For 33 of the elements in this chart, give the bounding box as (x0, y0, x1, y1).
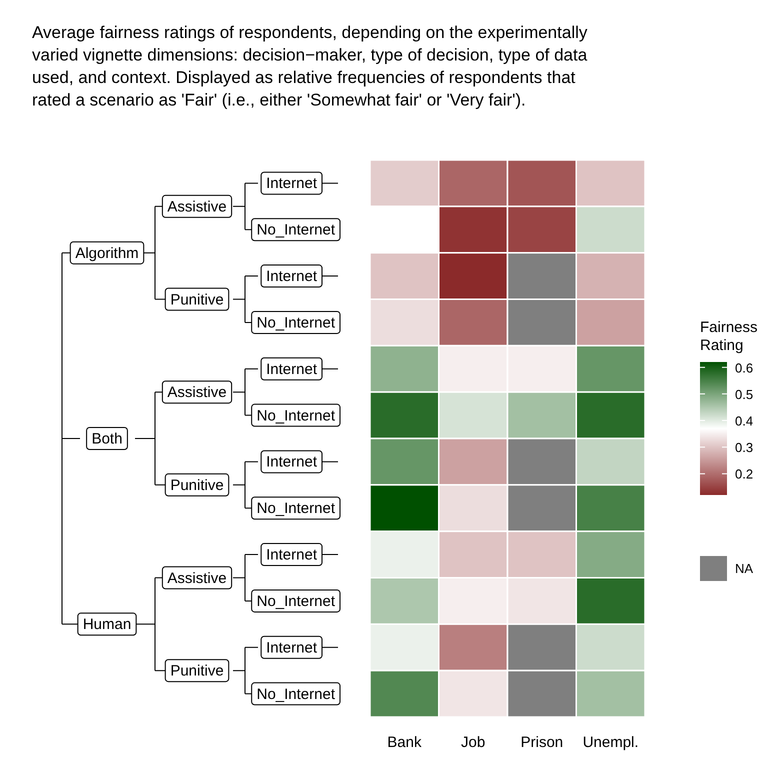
color-bar-label: 0.5 (735, 386, 754, 402)
text: Punitive (170, 662, 224, 680)
x-tick-label: Unempl. (582, 734, 639, 751)
text: Assistive (167, 198, 227, 216)
y-tick-label: Internet (266, 360, 318, 378)
x-tick-label: Bank (387, 734, 422, 751)
y-tick-label: No_Internet (256, 407, 336, 424)
y-tick-label: Internet (266, 454, 318, 471)
y-tick-label: Internet (266, 175, 318, 192)
y-tick-label: No_Internet (256, 222, 336, 239)
color-bar-label: 0.3 (735, 440, 754, 456)
y-tick-label: No_Internet (256, 314, 336, 332)
text: NA (735, 561, 754, 576)
text: Algorithm (75, 244, 139, 262)
color-bar-label: 0.2 (735, 466, 754, 482)
text: Assistive (167, 570, 227, 587)
text: Punitive (170, 476, 224, 494)
y-tick-label: No_Internet (256, 592, 336, 610)
y-tick-label: Internet (266, 639, 318, 656)
y-tick-label: Internet (266, 268, 318, 286)
x-tick-label: Job (461, 734, 486, 751)
color-bar-title: Fairness Rating (700, 319, 758, 354)
text: Human (82, 616, 132, 634)
y-tick-label: No_Internet (256, 500, 336, 518)
color-bar-label: 0.6 (735, 360, 754, 376)
y-tick-label: Internet (266, 546, 318, 564)
text: Assistive (167, 384, 227, 402)
text: Both (92, 430, 122, 448)
x-tick-label: Prison (520, 734, 564, 751)
y-tick-label: No_Internet (256, 686, 336, 703)
text: Punitive (170, 291, 224, 308)
chart-title: Average fairness ratings of respondents, depending on the experimentally varied vignette dimensions: decision−maker, type of decision, type of data used, and context. Displayed as relative frequencies of respondents that rated a scenario as 'Fair' (i.e., either 'Somewhat fair' or 'Very fair'). (32, 23, 588, 110)
color-bar-label: 0.4 (735, 414, 754, 429)
